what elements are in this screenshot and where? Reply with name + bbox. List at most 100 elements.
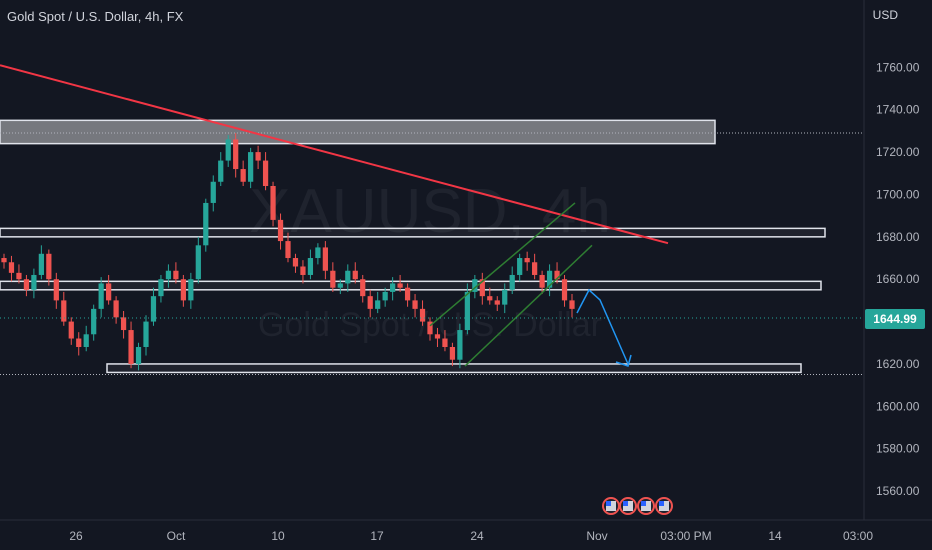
- x-tick-label: 03:00 PM: [660, 529, 711, 543]
- candle-body: [285, 241, 291, 259]
- candle-body: [233, 139, 239, 170]
- candle-body: [434, 334, 441, 339]
- chart-title: Gold Spot / U.S. Dollar, 4h, FX: [7, 9, 184, 24]
- candle-body: [472, 279, 478, 292]
- candle-body: [345, 270, 351, 284]
- candle-body: [464, 291, 470, 331]
- candle-body: [442, 338, 448, 347]
- candle-body: [248, 152, 254, 182]
- candle-body: [188, 279, 194, 301]
- candle-body: [150, 296, 157, 322]
- candle-body: [128, 330, 134, 364]
- candlesticks: [1, 133, 575, 371]
- x-tick-label: 24: [470, 529, 484, 543]
- candle-body: [262, 160, 269, 186]
- candle-body: [158, 279, 164, 297]
- flag-canton: [641, 501, 646, 506]
- channel-lower-line: [464, 244, 593, 367]
- candle-body: [165, 270, 172, 280]
- y-tick-label: 1740.00: [876, 103, 920, 117]
- y-tick-label: 1620.00: [876, 357, 920, 371]
- candle-body: [225, 139, 231, 161]
- forecast-arrow-head: [615, 354, 632, 367]
- candle-body: [352, 270, 358, 280]
- candle-body: [494, 300, 500, 305]
- candle-body: [315, 247, 321, 259]
- candle-body: [1, 258, 7, 263]
- candle-body: [330, 270, 336, 288]
- candle-body: [210, 181, 216, 203]
- price-axis[interactable]: 1560.001580.001600.001620.001640.001660.…: [863, 0, 920, 520]
- candle-body: [61, 300, 67, 322]
- time-axis[interactable]: 26 Oct 10 17 24 Nov 03:00 PM 14 03:00: [0, 519, 932, 543]
- candle-body: [509, 274, 515, 290]
- candle-body: [46, 253, 52, 280]
- candle-body: [68, 321, 74, 339]
- candle-body: [173, 270, 179, 280]
- candle-body: [83, 334, 89, 347]
- candle-body: [135, 347, 142, 364]
- drawing-tools: [0, 64, 669, 367]
- horizontal-zone: [0, 227, 826, 238]
- channel-upper-line: [429, 202, 576, 327]
- candle-body: [277, 219, 284, 242]
- candle-body: [76, 338, 82, 347]
- y-tick-label: 1560.00: [876, 484, 920, 498]
- economic-events[interactable]: [602, 497, 673, 515]
- candle-body: [307, 258, 314, 275]
- candle-body: [449, 347, 456, 360]
- candle-body: [8, 262, 15, 273]
- candle-body: [203, 202, 209, 246]
- candle-body: [91, 308, 97, 335]
- horizontal-zone: [106, 363, 802, 374]
- x-tick-label: 14: [768, 529, 782, 543]
- y-tick-label: 1660.00: [876, 272, 920, 286]
- candle-body: [532, 262, 538, 275]
- candle-body: [16, 272, 22, 280]
- candle-body: [397, 283, 403, 288]
- price-zones: [0, 119, 862, 376]
- candle-body: [255, 152, 261, 161]
- x-tick-label: Oct: [167, 529, 186, 543]
- candle-body: [367, 296, 373, 309]
- candle-body: [270, 186, 276, 220]
- flag-canton: [623, 501, 628, 506]
- candle-body: [382, 291, 388, 301]
- resistance-trendline: [0, 64, 669, 245]
- currency-label: USD: [872, 8, 898, 22]
- x-tick-label: 03:00: [843, 529, 873, 543]
- last-price-badge: 1644.99: [865, 309, 925, 329]
- candle-body: [322, 247, 328, 271]
- candle-body: [502, 289, 508, 305]
- candle-body: [375, 300, 381, 309]
- x-tick-label: 10: [271, 529, 285, 543]
- candle-body: [218, 160, 224, 182]
- candle-body: [390, 283, 396, 292]
- candle-body: [180, 279, 186, 301]
- candle-body: [479, 279, 485, 297]
- candle-body: [23, 279, 30, 290]
- candle-body: [427, 321, 433, 335]
- candle-body: [404, 287, 411, 301]
- candle-body: [524, 258, 530, 263]
- candle-body: [337, 283, 343, 288]
- flag-canton: [659, 501, 664, 506]
- candle-body: [360, 279, 366, 297]
- candle-body: [487, 296, 493, 301]
- candle-body: [561, 279, 568, 301]
- candle-body: [195, 245, 201, 280]
- candle-body: [106, 283, 112, 301]
- candle-body: [292, 258, 299, 267]
- x-tick-label: 26: [69, 529, 83, 543]
- candle-body: [554, 270, 560, 280]
- candle-body: [53, 279, 59, 301]
- y-tick-label: 1600.00: [876, 399, 920, 413]
- candle-body: [300, 266, 306, 275]
- candle-body: [517, 258, 523, 275]
- forecast-arrow-path: [576, 288, 629, 365]
- y-tick-label: 1760.00: [876, 60, 920, 74]
- y-tick-label: 1680.00: [876, 230, 920, 244]
- candle-body: [457, 330, 463, 360]
- candle-body: [143, 321, 149, 347]
